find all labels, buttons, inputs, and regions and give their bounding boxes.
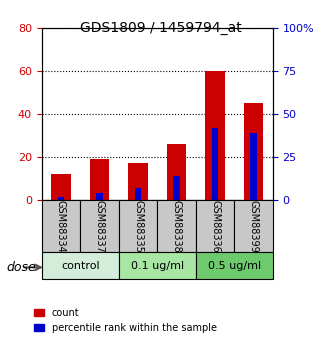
Text: GSM88334: GSM88334 xyxy=(56,200,66,252)
Text: GSM88399: GSM88399 xyxy=(248,200,259,252)
FancyBboxPatch shape xyxy=(196,200,234,252)
Text: GSM88338: GSM88338 xyxy=(171,200,182,252)
Text: 0.1 ug/ml: 0.1 ug/ml xyxy=(131,261,184,270)
Bar xyxy=(244,103,263,200)
Text: GSM88335: GSM88335 xyxy=(133,199,143,253)
Bar xyxy=(134,188,141,200)
Bar xyxy=(167,144,186,200)
Bar xyxy=(212,128,218,200)
Legend: count, percentile rank within the sample: count, percentile rank within the sample xyxy=(30,304,221,337)
Text: control: control xyxy=(61,261,100,270)
FancyBboxPatch shape xyxy=(119,200,157,252)
Bar xyxy=(128,164,148,200)
FancyBboxPatch shape xyxy=(42,252,119,279)
Bar xyxy=(96,193,103,200)
Bar xyxy=(250,133,257,200)
FancyBboxPatch shape xyxy=(196,252,273,279)
Text: GSM88336: GSM88336 xyxy=(210,200,220,252)
FancyBboxPatch shape xyxy=(157,200,196,252)
FancyBboxPatch shape xyxy=(234,200,273,252)
Text: dose: dose xyxy=(6,261,36,274)
FancyBboxPatch shape xyxy=(42,200,80,252)
Bar xyxy=(51,174,71,200)
Bar xyxy=(173,176,180,200)
FancyBboxPatch shape xyxy=(80,200,119,252)
Bar xyxy=(90,159,109,200)
Bar xyxy=(205,71,225,200)
Bar xyxy=(58,197,64,200)
Text: GSM88337: GSM88337 xyxy=(94,199,105,253)
Text: 0.5 ug/ml: 0.5 ug/ml xyxy=(208,261,261,270)
FancyBboxPatch shape xyxy=(119,252,196,279)
Text: GDS1809 / 1459794_at: GDS1809 / 1459794_at xyxy=(80,21,241,35)
